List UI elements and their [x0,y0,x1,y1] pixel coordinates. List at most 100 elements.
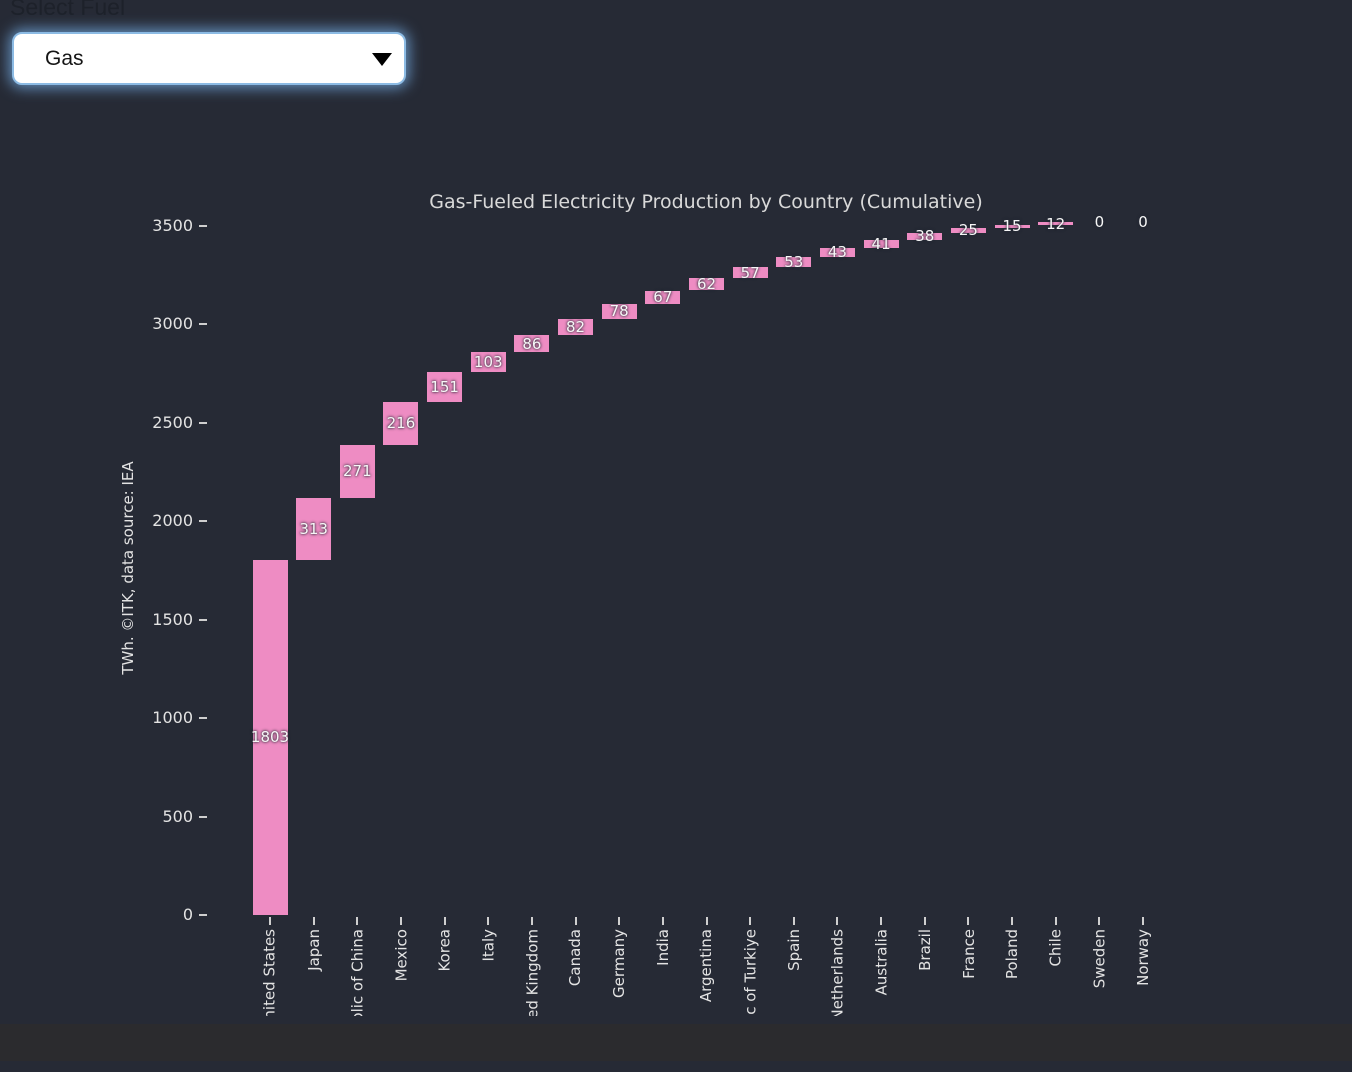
x-tick-label: Brazil [915,929,934,971]
x-tick-mark [530,917,533,925]
x-tick-label: Australia [872,929,891,996]
bar-value-label: 53 [784,252,804,271]
y-tick-label: 3500 [152,215,193,235]
x-tick-mark [356,917,359,925]
x-tick-label: Chile [1046,929,1065,967]
bar-value-label: 216 [386,414,416,433]
fuel-dropdown[interactable]: Gas [12,32,406,85]
waterfall-chart: Gas-Fueled Electricity Production by Cou… [119,191,1152,1016]
y-axis-label: TWh. ©ITK, data source: IEA [119,461,137,675]
bar-value-label: 1803 [250,728,290,747]
bar [907,232,943,241]
x-tick-mark [923,917,926,925]
x-tick-mark [1054,917,1057,925]
fuel-select-label: Select Fuel [10,0,126,20]
bar [689,278,724,291]
bar-value-label: 25 [958,221,978,240]
x-tick-label: Spain [784,929,803,971]
x-tick-label: France [959,929,978,979]
y-tick-label: 500 [162,806,193,826]
bar-value-label: 15 [1002,217,1022,236]
bar-value-label: 67 [653,288,673,307]
x-tick-mark [705,917,708,925]
x-tick-label: Norway [1134,929,1152,986]
x-tick-label: United Kingdom [522,929,541,1016]
fuel-dropdown-value: Gas [45,46,84,70]
bar-value-label: 103 [473,353,503,372]
x-tick-mark [618,917,621,925]
bar-value-label: 82 [566,318,586,337]
x-tick-label: Poland [1003,929,1022,980]
x-tick-mark [399,917,402,925]
x-tick-mark [880,917,883,925]
x-tick-label: Korea [435,929,454,972]
bar-value-label: 0 [1094,213,1105,232]
bar [994,224,1030,228]
bar [819,248,855,257]
x-tick-mark [792,917,795,925]
bar-value-label: 86 [522,334,542,353]
x-tick-mark [836,917,839,925]
bar-value-label: 57 [740,263,760,282]
x-tick-label: Netherlands [828,929,847,1016]
x-tick-label: Germany [610,929,629,998]
y-tick-label: 2000 [152,511,193,530]
y-tick-mark [199,618,207,621]
y-tick-label: 0 [182,905,193,924]
x-tick-label: United States [261,929,279,1016]
bar [339,444,375,499]
bar [950,227,986,233]
y-tick-label: 2500 [152,412,193,432]
x-tick-mark [1011,917,1014,925]
bar-value-label: 313 [299,519,328,538]
x-tick-mark [487,917,490,925]
y-tick-label: 1000 [152,708,193,727]
y-tick-mark [199,717,207,719]
bar [863,240,899,249]
footer-band [0,1024,1352,1061]
bar [601,303,637,320]
bar [776,256,812,268]
bar-value-label: 62 [696,275,717,294]
y-tick-mark [199,323,207,325]
y-tick-mark [199,421,207,424]
bar [296,498,332,560]
x-tick-mark [312,917,315,925]
x-tick-label: Canada [566,929,585,987]
bar-value-label: 12 [1046,214,1066,233]
x-tick-label: Argentina [697,929,716,1003]
bar-value-label: 271 [342,462,372,481]
x-tick-label: Sweden [1090,929,1109,989]
bar-value-label: 41 [871,235,891,254]
x-tick-mark [661,917,664,925]
chart-title: Gas-Fueled Electricity Production by Cou… [429,191,983,213]
x-tick-label: India [653,929,672,966]
x-tick-label: Republic of Turkiye [741,929,760,1016]
y-tick-mark [199,914,207,916]
bar-value-label: 43 [827,243,847,262]
bar [732,267,768,279]
bar [252,559,288,915]
y-tick-label: 1500 [152,609,193,629]
x-tick-label: People's Republic of China [348,929,366,1016]
chevron-down-icon [372,52,392,66]
y-tick-mark [199,224,207,227]
bar [1038,222,1074,225]
bar-value-label: 78 [609,302,629,321]
x-tick-label: Mexico [391,929,410,982]
x-tick-mark [967,917,970,925]
x-tick-mark [443,917,446,925]
x-tick-label: Japan [304,929,323,971]
bar [558,319,594,336]
bar [470,352,506,373]
bar [514,335,550,353]
y-tick-label: 3000 [152,314,193,333]
y-tick-mark [199,815,207,818]
bar [427,372,463,403]
x-tick-mark [269,917,271,925]
bar-value-label: 38 [915,227,935,246]
bar [383,402,419,445]
x-tick-mark [1142,917,1144,925]
x-tick-mark [574,917,577,925]
